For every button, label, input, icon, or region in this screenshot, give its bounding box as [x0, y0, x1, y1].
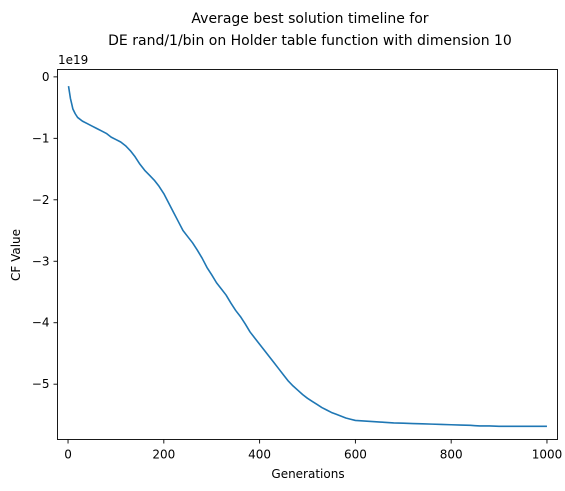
x-tick-label: 600 [344, 448, 367, 462]
y-tick-label: 0 [42, 70, 50, 84]
x-tick-label: 800 [440, 448, 463, 462]
y-axis: 0 −1 −2 −3 −4 −5 [32, 70, 58, 391]
x-axis-label: Generations [271, 467, 344, 481]
y-tick-label: −5 [32, 377, 50, 391]
x-tick-label: 200 [152, 448, 175, 462]
x-tick-label: 0 [64, 448, 72, 462]
y-axis-label: CF Value [9, 229, 23, 281]
y-tick-label: −1 [32, 131, 50, 145]
plot-area [57, 69, 558, 440]
y-tick-label: −3 [32, 254, 50, 268]
x-tick-label: 400 [248, 448, 271, 462]
chart-title: Average best solution timeline for DE ra… [108, 11, 512, 49]
x-tick-label: 1000 [532, 448, 563, 462]
series-line [67, 85, 547, 428]
plot-frame [57, 69, 558, 440]
y-axis-offset-label: 1e19 [58, 53, 88, 67]
x-axis: 0 200 400 600 800 1000 [64, 439, 563, 462]
y-tick-label: −2 [32, 193, 50, 207]
y-tick-label: −4 [32, 316, 50, 330]
chart-title-line-2: DE rand/1/bin on Holder table function w… [108, 33, 512, 49]
chart-title-line-1: Average best solution timeline for [191, 11, 428, 27]
